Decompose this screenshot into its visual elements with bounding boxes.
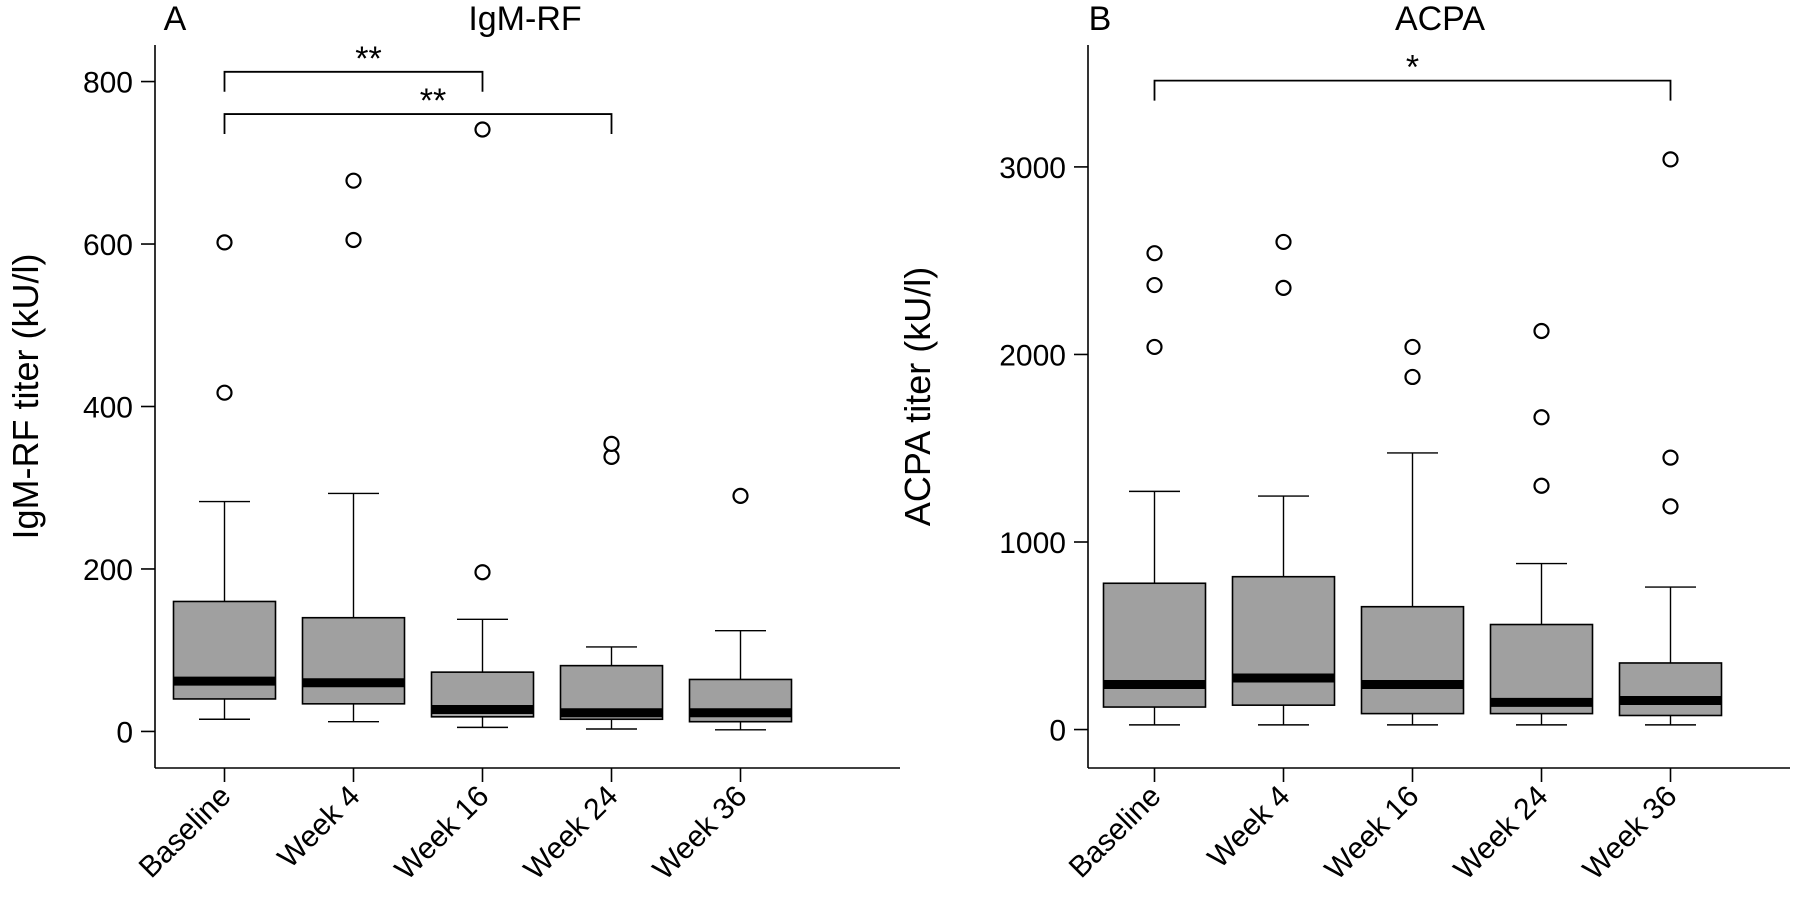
box-baseline [172,234,277,720]
significance-bracket: * [1153,49,1672,101]
y-tick-label: 0 [1049,715,1066,748]
iqr-box [1360,605,1465,715]
panel-label: A [164,0,187,38]
x-tick-label: Week 36 [1577,780,1684,887]
y-tick-label: 400 [83,392,133,425]
outlier-point [1275,279,1292,296]
outlier-point [1533,409,1550,426]
y-axis-label: ACPA titer (kU/l) [897,267,938,526]
box-baseline [1102,245,1207,726]
y-tick-label: 600 [83,229,133,262]
y-tick-label: 0 [116,716,133,749]
outlier-point [1404,368,1421,386]
x-tick-label: Week 16 [1319,780,1426,887]
chart-title: ACPA [1395,0,1485,38]
significance-label: ** [355,40,381,78]
bracket-line [1153,79,1672,101]
box-week-36 [1618,151,1723,726]
outlier-point [732,487,749,504]
y-tick-label: 1000 [999,527,1066,560]
box-week-24 [559,435,664,730]
outlier-point [1404,338,1421,356]
box-week-16 [430,121,535,729]
outlier-point [216,384,233,401]
outlier-point [345,231,362,249]
outlier-point [1533,477,1550,494]
bracket-line [223,70,484,92]
x-tick-label: Week 16 [389,780,496,887]
outlier-point [216,234,233,251]
chart-title: IgM-RF [468,0,581,38]
outlier-point [1662,498,1679,515]
significance-label: * [1406,49,1419,87]
y-tick-label: 3000 [999,152,1066,185]
significance-label: ** [420,82,446,120]
x-tick-label: Week 4 [272,780,367,875]
box-week-24 [1489,322,1594,726]
iqr-box [1618,662,1723,717]
outlier-point [1533,322,1550,340]
box-week-36 [688,487,793,731]
x-tick-label: Week 24 [1448,780,1555,887]
significance-bracket: ** [223,82,613,135]
iqr-box [1231,575,1336,706]
outlier-point [1275,233,1292,251]
x-tick-label: Week 36 [647,780,754,887]
outlier-point [1146,338,1163,356]
x-tick-label: Week 4 [1202,780,1297,875]
significance-bracket: ** [223,40,484,92]
chart-panel-b: 0 1000 2000 3000 Baseline Week 4 Week 16 Week 2… [897,0,1790,886]
outlier-point [474,121,491,138]
panel-label: B [1089,0,1112,38]
outlier-point [1662,449,1679,466]
chart-panel-a: 0 200 400 600 800 Baseline Week 4 Week 16 Week 2… [5,0,900,886]
box-week-4 [1231,233,1336,726]
box-week-4 [301,172,406,723]
y-tick-label: 2000 [999,339,1066,372]
x-tick-label: Baseline [133,780,238,885]
outlier-point [474,564,491,581]
x-tick-label: Week 24 [518,780,625,887]
y-axis-label: IgM-RF titer (kU/l) [5,254,46,540]
outlier-point [1146,245,1163,262]
outlier-point [603,435,620,452]
y-tick-label: 200 [83,554,133,587]
outlier-point [1146,276,1163,294]
box-week-16 [1360,338,1465,726]
x-tick-label: Baseline [1063,780,1168,885]
y-tick-label: 800 [83,67,133,100]
outlier-point [345,172,362,189]
bracket-line [223,113,613,135]
outlier-point [1662,151,1679,168]
iqr-box [301,616,406,705]
